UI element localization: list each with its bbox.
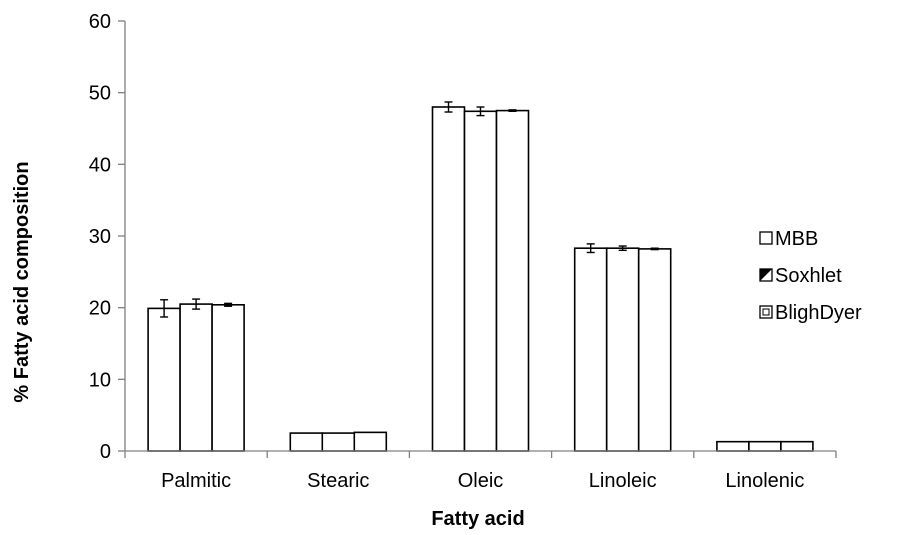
error-bar xyxy=(586,243,595,254)
error-bar xyxy=(444,101,453,113)
bar xyxy=(431,106,466,452)
legend-label: BlighDyer xyxy=(775,302,862,324)
legend-item: MBB xyxy=(759,228,818,250)
y-tick-label: 50 xyxy=(89,83,111,105)
bar xyxy=(605,247,640,452)
legend-label: Soxhlet xyxy=(775,265,842,287)
x-tick-label: Linolenic xyxy=(725,470,804,492)
bar xyxy=(289,432,324,452)
y-tick-label: 20 xyxy=(89,298,111,320)
error-bar xyxy=(476,106,485,117)
bar xyxy=(211,303,245,452)
legend-label: MBB xyxy=(775,228,818,250)
bar xyxy=(637,248,672,452)
error-bar xyxy=(192,298,201,310)
bar xyxy=(463,110,498,452)
x-tick-label: Oleic xyxy=(458,470,504,492)
x-tick-label: Stearic xyxy=(307,470,369,492)
error-bar xyxy=(224,302,233,307)
error-bar xyxy=(160,299,169,318)
y-axis-ticks: 0 10 20 30 40 50 60 xyxy=(89,11,125,463)
legend-item: BlighDyer xyxy=(759,302,862,324)
error-bar xyxy=(618,245,627,252)
x-axis-ticks: Palmitic Stearic Oleic Linoleic Linolenic xyxy=(124,451,837,492)
x-tick-label: Palmitic xyxy=(161,470,231,492)
y-tick-label: 10 xyxy=(89,369,111,391)
y-tick-label: 40 xyxy=(89,154,111,176)
legend: MBB Soxhlet BlighDyer xyxy=(759,228,862,324)
bar xyxy=(716,440,750,452)
x-axis-title: Fatty acid xyxy=(431,508,524,530)
y-tick-label: 0 xyxy=(100,441,111,463)
legend-item: Soxhlet xyxy=(759,265,842,287)
bar xyxy=(748,440,782,452)
bar xyxy=(321,432,356,452)
bar xyxy=(495,109,530,452)
bar xyxy=(147,307,181,452)
x-tick-label: Linoleic xyxy=(589,470,657,492)
y-axis-title: % Fatty acid composition xyxy=(11,161,33,402)
bar xyxy=(353,431,388,452)
error-bar xyxy=(650,247,659,251)
y-tick-label: 30 xyxy=(89,226,111,248)
legend-swatch xyxy=(759,305,773,319)
bar-plot-area xyxy=(147,101,814,452)
bar xyxy=(179,303,213,452)
error-bar xyxy=(508,109,517,113)
y-tick-label: 60 xyxy=(89,11,111,33)
bar xyxy=(573,247,608,452)
legend-swatch xyxy=(759,231,773,245)
bar xyxy=(780,440,814,452)
